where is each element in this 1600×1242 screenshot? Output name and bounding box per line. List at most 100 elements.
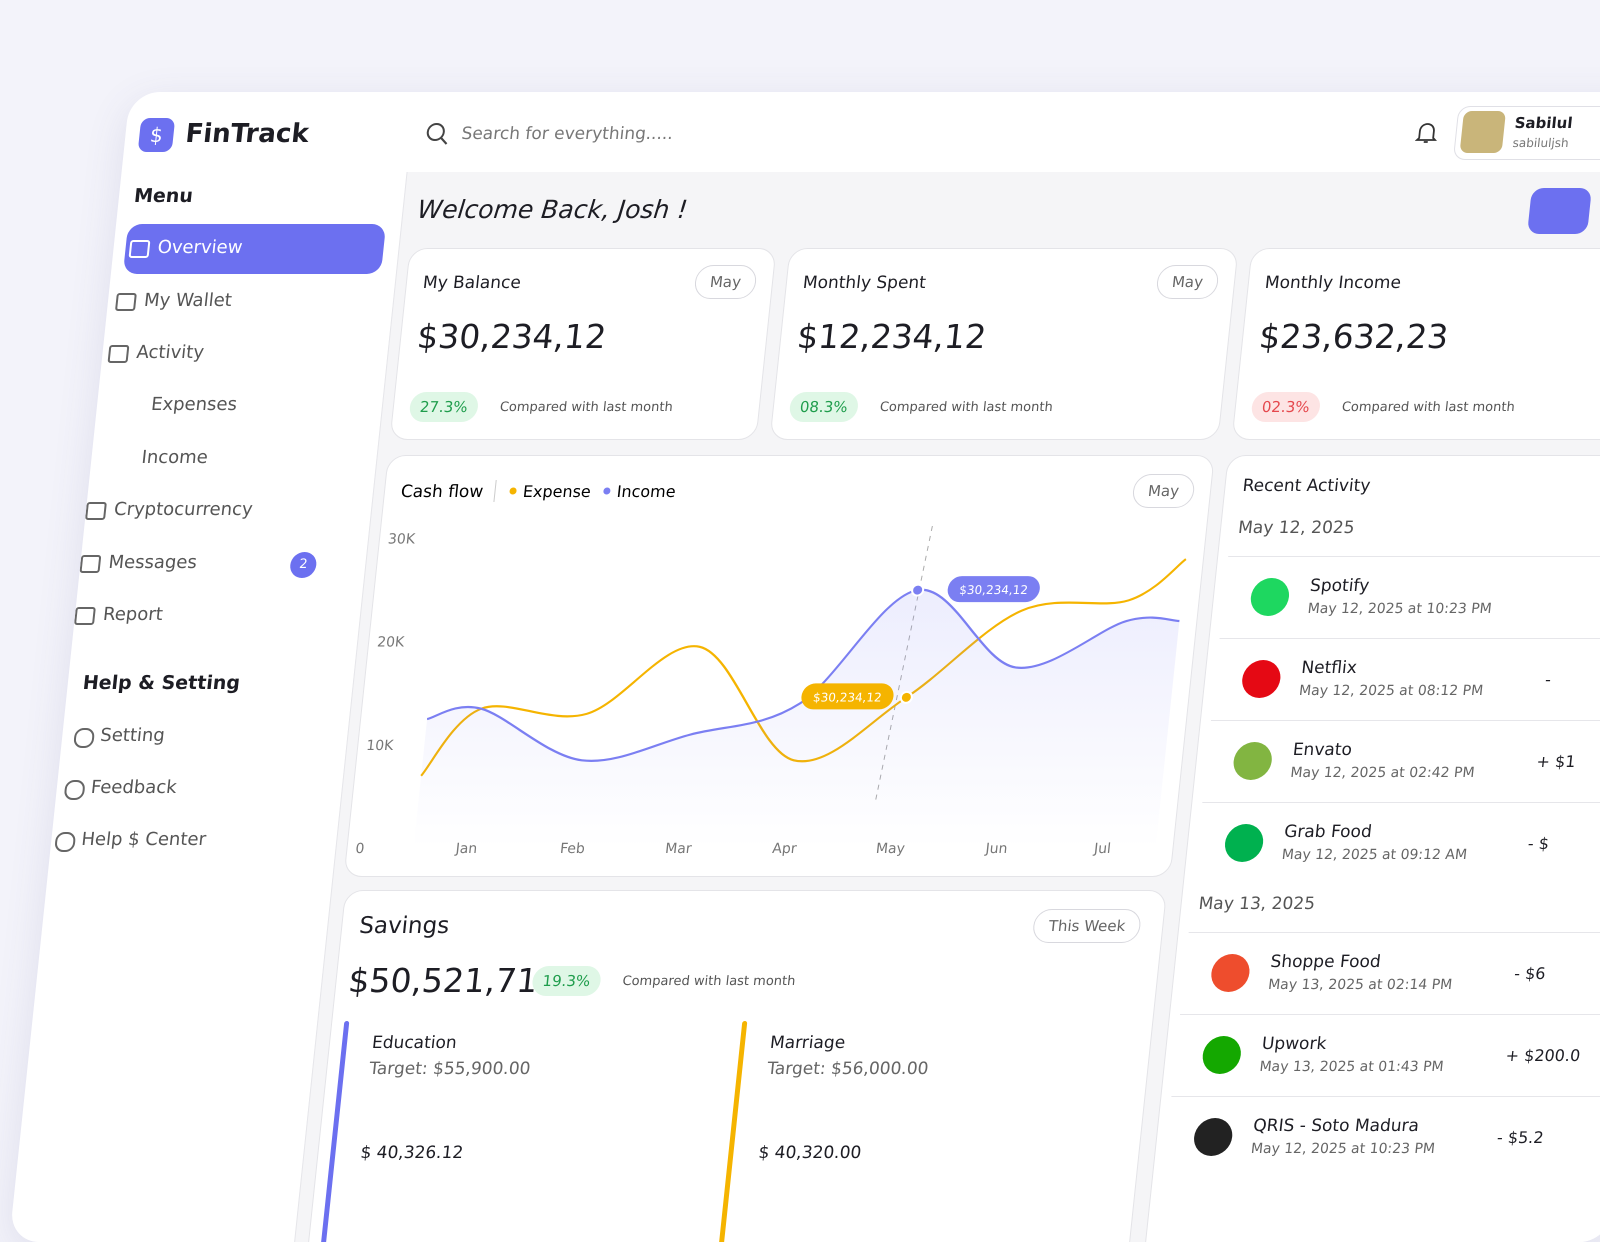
merchant-name[interactable]: Netflix [1300, 658, 1358, 678]
nav-item[interactable]: Setting [99, 725, 166, 746]
legend-dot [509, 487, 517, 495]
transaction-time: May 13, 2025 at 02:14 PM [1267, 977, 1454, 993]
search-input[interactable]: Search for everything..... [460, 124, 675, 144]
transaction-amount: + $200.0 [1504, 1046, 1582, 1065]
nav-item[interactable]: Cryptocurrency [113, 499, 254, 520]
y-tick-label: 30K [387, 532, 416, 548]
card-note: Compared with last month [879, 400, 1054, 415]
goal-saved: $ 40,326.12 [359, 1143, 465, 1163]
divider [1179, 1014, 1600, 1015]
highlight-point [899, 690, 913, 704]
transaction-time: May 12, 2025 at 02:42 PM [1289, 765, 1476, 781]
nav-icon [107, 345, 130, 363]
transaction-amount: - $ [1527, 834, 1551, 853]
user-name: Sabilul [1513, 114, 1574, 132]
nav-item[interactable]: Activity [135, 342, 206, 363]
y-tick-label: 10K [365, 738, 394, 754]
help-title: Help & Setting [81, 672, 242, 694]
goal-name: Education [370, 1033, 458, 1053]
merchant-icon [1223, 824, 1266, 862]
messages-badge: 2 [288, 552, 318, 578]
search-icon [426, 123, 448, 145]
y-tick-label: 0 [355, 841, 366, 857]
nav-item[interactable]: Report [101, 604, 164, 625]
goal-bar [712, 1021, 748, 1242]
merchant-icon [1248, 578, 1291, 616]
nav-item[interactable]: Expenses [150, 394, 239, 415]
transaction-amount: + $1 [1535, 752, 1577, 771]
divider [1228, 556, 1600, 557]
bell-icon[interactable] [1414, 121, 1439, 145]
change-badge: 27.3% [408, 392, 480, 422]
y-tick-label: 20K [376, 635, 405, 651]
period-select[interactable]: This Week [1032, 909, 1143, 943]
merchant-icon [1209, 954, 1252, 992]
stat-card: Monthly Income $23,632,23 02.3% Compared wi… [1231, 248, 1600, 440]
nav-icon [85, 502, 107, 520]
goal-target: Target: $55,900.00 [368, 1059, 532, 1079]
savings-amount: $50,521,71 [346, 961, 540, 1000]
annotation-bg [801, 683, 894, 710]
merchant-icon [1240, 660, 1283, 698]
nav-icon [127, 450, 128, 464]
stat-card: Monthly Spent May $12,234,12 08.3% Compared … [769, 248, 1239, 440]
page: $ FinTrack Menu Help & Setting Search fo… [9, 92, 1600, 1242]
card-note: Compared with last month [1341, 400, 1516, 415]
card-title: Monthly Spent [801, 273, 927, 293]
card-note: Compared with last month [499, 400, 674, 415]
annotation: $30,234,12 [812, 690, 882, 704]
period-select[interactable]: May [1155, 265, 1220, 299]
change-badge: 08.3% [788, 392, 860, 422]
divider [1219, 638, 1600, 639]
merchant-name[interactable]: Envato [1291, 740, 1353, 760]
transaction-amount: - $5.2 [1496, 1128, 1545, 1147]
merchant-name[interactable]: QRIS - Soto Madura [1252, 1116, 1421, 1136]
highlight-point [911, 583, 925, 597]
recent-title: Recent Activity [1241, 476, 1372, 496]
nav-icon [54, 832, 77, 852]
card-amount: $12,234,12 [795, 317, 989, 356]
chart-title: Cash flow [400, 482, 484, 502]
nav-icon [79, 555, 102, 573]
dashboard: $ FinTrack Menu Help & Setting Search fo… [9, 92, 1600, 1242]
transaction-time: May 12, 2025 at 10:23 PM [1306, 601, 1493, 617]
nav-item[interactable]: Feedback [89, 777, 178, 798]
group-date: May 12, 2025 [1237, 518, 1356, 538]
divider [1171, 1096, 1600, 1097]
transaction-amount: - [1544, 670, 1553, 689]
logo-icon: $ [137, 118, 176, 152]
savings-card: Savings This Week $50,521,71 19.3% Compared … [302, 890, 1168, 1242]
merchant-icon [1231, 742, 1274, 780]
goal-target: Target: $56,000.00 [766, 1059, 930, 1079]
transaction-amount: - $6 [1513, 964, 1547, 983]
transaction-time: May 12, 2025 at 08:12 PM [1298, 683, 1484, 699]
goal-saved: $ 40,320.00 [757, 1143, 863, 1163]
nav-item[interactable]: Overview [156, 237, 244, 258]
user-email: sabiluljsh [1511, 136, 1570, 150]
merchant-name[interactable]: Spotify [1309, 576, 1371, 596]
merchant-name[interactable]: Shoppe Food [1269, 952, 1382, 972]
nav-item[interactable]: Income [140, 447, 209, 468]
transaction-time: May 13, 2025 at 01:43 PM [1258, 1059, 1445, 1075]
nav-icon [128, 240, 151, 258]
period-select[interactable]: May [1131, 474, 1196, 508]
download-button[interactable] [1527, 188, 1592, 234]
legend-dot [603, 487, 611, 495]
legend-label: Expense [522, 482, 592, 501]
goal-name: Marriage [768, 1033, 847, 1053]
nav-item[interactable]: My Wallet [142, 290, 233, 311]
income-area [413, 590, 1180, 848]
nav-item[interactable]: Help $ Center [80, 829, 208, 850]
merchant-name[interactable]: Grab Food [1283, 822, 1373, 842]
divider [1202, 802, 1600, 803]
cashflow-card: Cash flow Expense Income 0 10K 20K 30K Jan Feb Ma… [343, 455, 1215, 877]
transaction-time: May 12, 2025 at 09:12 AM [1280, 847, 1468, 863]
merchant-icon [1200, 1036, 1243, 1074]
period-select[interactable]: May [693, 265, 758, 299]
merchant-name[interactable]: Upwork [1260, 1034, 1328, 1054]
card-title: My Balance [421, 273, 522, 293]
merchant-icon [1192, 1118, 1235, 1156]
nav-item[interactable]: Messages [107, 552, 198, 573]
annotation: $30,234,12 [959, 583, 1029, 597]
